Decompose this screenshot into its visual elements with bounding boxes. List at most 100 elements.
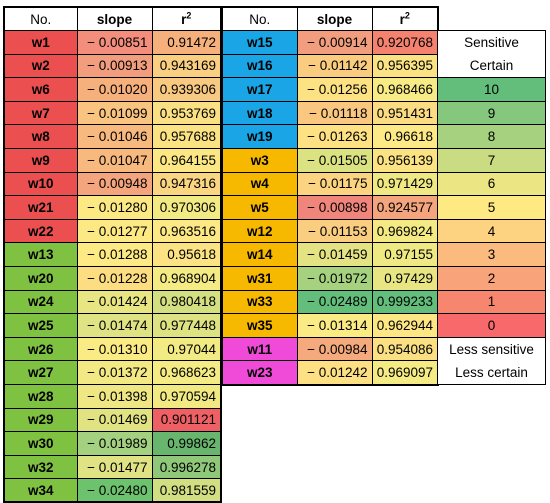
table-row: w7− 0.01099 0.953769 — [3, 100, 222, 126]
table-row: w3− 0.01505 0.956139 — [221, 148, 439, 173]
right-row-slope: − 0.01314 — [296, 313, 373, 338]
right-header-no: No. — [221, 6, 298, 32]
left-row-id: w1 — [3, 30, 78, 55]
right-row-r2: 0.951431 — [371, 100, 439, 126]
table-row: w5− 0.00898 0.924577 — [221, 195, 439, 220]
left-row-r2: 0.964155 — [151, 148, 222, 173]
table-row: w13− 0.01288 0.95618 — [3, 242, 222, 268]
table-row: w25− 0.01474 0.977448 — [3, 313, 222, 338]
left-row-slope: − 0.02480 — [76, 478, 153, 503]
table-row: w15− 0.00914 0.920768 — [221, 30, 439, 55]
left-row-slope: − 0.01474 — [76, 313, 153, 338]
right-header-r2-sup: 2 — [404, 10, 410, 21]
right-row-id: w17 — [221, 77, 298, 102]
legend-bottom-line2: Less certain — [437, 360, 546, 385]
left-row-slope: − 0.01020 — [76, 77, 153, 102]
legend-level-row: 3 — [437, 242, 546, 267]
right-row-slope: − 0.01505 — [296, 148, 373, 173]
left-row-id: w10 — [3, 171, 78, 197]
left-row-slope: − 0.00948 — [76, 171, 153, 197]
left-row-r2: 0.980418 — [151, 289, 222, 315]
right-row-id: w35 — [221, 313, 298, 338]
table-row: w21− 0.01280 0.970306 — [3, 195, 222, 220]
left-row-r2: 0.901121 — [151, 407, 222, 433]
left-row-slope: − 0.01477 — [76, 454, 153, 480]
right-row-slope: − 0.01256 — [296, 77, 373, 102]
legend-level-row: 7 — [437, 147, 546, 173]
legend-level-row: 8 — [437, 124, 546, 149]
left-row-slope: − 0.01288 — [76, 242, 153, 268]
right-data-table: No. slope r2 w15− 0.00914 0.920768 w16− 0.… — [221, 6, 439, 386]
left-row-slope: − 0.01228 — [76, 266, 153, 291]
left-row-id: w7 — [3, 100, 78, 126]
left-header-r2-sup: 2 — [186, 10, 192, 21]
right-row-slope: − 0.01118 — [296, 100, 373, 126]
left-header-row: No. slope r2 — [3, 6, 222, 32]
right-row-r2: 0.971429 — [371, 171, 439, 197]
legend-level-row: 6 — [437, 171, 546, 197]
left-row-id: w2 — [3, 53, 78, 79]
left-row-r2: 0.97044 — [151, 336, 222, 362]
right-row-slope: − 0.01142 — [296, 53, 373, 79]
right-row-slope: − 0.00984 — [296, 336, 373, 362]
left-header-r2-base: r — [181, 11, 187, 27]
left-row-id: w8 — [3, 124, 78, 150]
right-row-id: w3 — [221, 148, 298, 173]
left-row-r2: 0.953769 — [151, 100, 222, 126]
right-row-id: w4 — [221, 171, 298, 197]
legend-table: Sensitive Certain 10 9 8 7 6 5 4 3 2 1 0 Less sensi… — [437, 30, 546, 385]
table-row: w2− 0.00913 0.943169 — [3, 53, 222, 79]
left-row-r2: 0.977448 — [151, 313, 222, 338]
right-row-r2: 0.969097 — [371, 360, 439, 385]
right-row-r2: 0.956395 — [371, 53, 439, 79]
legend-level: 1 — [437, 289, 546, 315]
left-row-slope: − 0.01989 — [76, 431, 153, 456]
legend-level-row: 4 — [437, 218, 546, 244]
table-row: w32− 0.01477 0.996278 — [3, 454, 222, 480]
left-row-id: w34 — [3, 478, 78, 503]
table-row: w33− 0.02489 0.999233 — [221, 289, 439, 315]
left-row-id: w32 — [3, 454, 78, 480]
left-row-id: w24 — [3, 289, 78, 315]
legend-level-row: 9 — [437, 100, 546, 126]
right-header-slope: slope — [296, 6, 373, 32]
legend-level-row: 0 — [437, 313, 546, 338]
left-data-table: No. slope r2 w1− 0.00851 0.91472 w2− 0.009… — [3, 6, 222, 503]
right-row-r2: 0.999233 — [371, 289, 439, 315]
left-row-id: w28 — [3, 384, 78, 409]
right-row-slope: − 0.02489 — [296, 289, 373, 315]
right-row-id: w31 — [221, 266, 298, 291]
legend-level-row: 10 — [437, 77, 546, 102]
legend-bottom-line1: Less sensitive — [437, 336, 546, 361]
table-row: w35− 0.01314 0.962944 — [221, 313, 439, 338]
right-row-id: w12 — [221, 218, 298, 244]
left-row-slope: − 0.01372 — [76, 360, 153, 385]
left-header-r2: r2 — [151, 6, 222, 32]
legend-bottom-line1-row: Less sensitive — [437, 336, 546, 361]
legend-level: 6 — [437, 171, 546, 197]
right-row-r2: 0.954086 — [371, 336, 439, 362]
left-row-slope: − 0.01046 — [76, 124, 153, 150]
table-row: w29− 0.01469 0.901121 — [3, 407, 222, 433]
left-row-r2: 0.95618 — [151, 242, 222, 268]
left-row-slope: − 0.01277 — [76, 218, 153, 244]
legend-level: 9 — [437, 100, 546, 126]
table-row: w10− 0.00948 0.947316 — [3, 171, 222, 197]
table-row: w34− 0.02480 0.981559 — [3, 478, 222, 503]
legend-top-line2: Certain — [437, 54, 546, 79]
legend-level: 5 — [437, 195, 546, 220]
table-row: w12− 0.01153 0.969824 — [221, 218, 439, 244]
right-row-r2: 0.97429 — [371, 266, 439, 291]
left-row-slope: − 0.01469 — [76, 407, 153, 433]
right-row-id: w23 — [221, 360, 298, 385]
left-row-r2: 0.943169 — [151, 53, 222, 79]
table-row: w1− 0.00851 0.91472 — [3, 30, 222, 55]
left-row-id: w25 — [3, 313, 78, 338]
left-row-id: w6 — [3, 77, 78, 102]
legend-level: 7 — [437, 147, 546, 173]
left-row-r2: 0.968904 — [151, 266, 222, 291]
left-row-slope: − 0.00851 — [76, 30, 153, 55]
legend-level: 0 — [437, 313, 546, 338]
legend-top-row-2: Certain — [437, 54, 546, 79]
right-header-row: No. slope r2 — [221, 6, 439, 32]
